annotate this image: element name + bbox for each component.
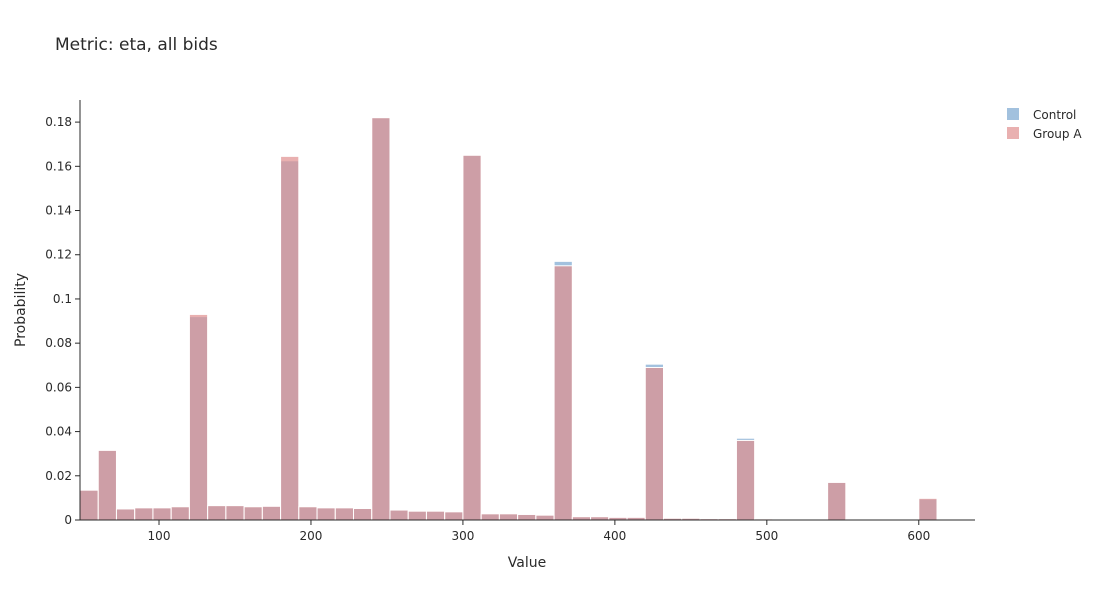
bar-group-a [134,507,154,521]
chart-title: Metric: eta, all bids [55,35,218,55]
legend[interactable]: Control Group A [1007,108,1082,141]
bar-group-a [644,366,664,521]
y-tick-label: 0.14 [45,204,72,218]
y-tick-label: 0 [64,513,72,527]
bar-group-a [371,117,391,521]
bar-group-a [735,439,756,521]
legend-swatch-group-a[interactable] [1007,127,1019,139]
x-tick-label: 100 [148,529,171,543]
y-tick-label: 0.1 [53,292,72,306]
y-tick-label: 0.06 [45,380,72,394]
bar-group-a [152,507,172,521]
bar-group-a [480,513,500,521]
bar-group-a [517,513,537,521]
bar-group-a [225,505,245,521]
bar-group-a [389,509,409,521]
bar-group-a [334,507,355,521]
y-tick-label: 0.16 [45,159,72,173]
y-ticks: 0 0.02 0.04 0.06 0.08 0.1 0.12 0.14 0.16 0.18 [45,115,80,527]
bar-group-a [407,510,427,521]
y-tick-label: 0.04 [45,425,72,439]
bar-group-a [353,508,373,521]
x-tick-label: 400 [603,529,626,543]
x-axis-title: Value [508,555,546,571]
bar-group-a [115,508,136,521]
bar-group-a [553,265,573,521]
y-axis-title: Probability [13,273,29,347]
bar-group-a [280,155,300,521]
y-tick-label: 0.08 [45,336,72,350]
x-tick-label: 200 [300,529,323,543]
bar-group-a [462,154,482,521]
bar-group-a [425,510,446,521]
bar-group-a [207,505,227,521]
bar-group-a [79,489,99,521]
x-tick-label: 300 [451,529,474,543]
y-tick-label: 0.18 [45,115,72,129]
bar-group-a [444,511,464,521]
bar-group-a [316,507,336,521]
bar-group-a [535,514,555,521]
bar-group-a [918,497,938,521]
bar-group-a [243,506,263,521]
y-tick-label: 0.12 [45,248,72,262]
bar-group-a [97,449,117,521]
x-tick-label: 500 [755,529,778,543]
x-ticks: 100 200 300 400 500 600 [148,520,930,543]
axes-layer [79,100,975,521]
bar-group-a [188,313,209,521]
bar-group-a [170,506,190,521]
legend-label-group-a[interactable]: Group A [1033,127,1082,141]
bars-layer [79,117,938,521]
bar-group-a [827,481,847,521]
legend-label-control[interactable]: Control [1033,108,1076,122]
bar-group-a [498,513,519,521]
y-tick-label: 0.02 [45,469,72,483]
bar-group-a [261,505,282,521]
legend-swatch-control[interactable] [1007,108,1019,120]
x-tick-label: 600 [907,529,930,543]
bar-group-a [298,506,318,521]
